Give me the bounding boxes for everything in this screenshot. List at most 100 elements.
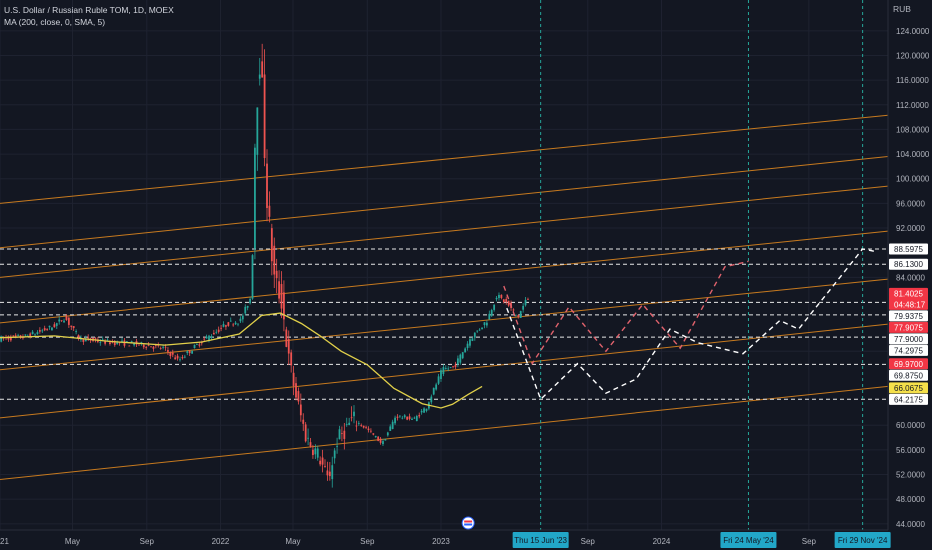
price-badge[interactable] (889, 358, 928, 370)
candle-body (159, 348, 162, 349)
candle-body (464, 348, 467, 353)
candle-body (254, 147, 256, 249)
event-icon-stripe (464, 520, 473, 523)
candle-body (198, 344, 201, 346)
price-badge[interactable] (889, 333, 928, 345)
price-badge[interactable] (889, 243, 928, 255)
date-marker-tag[interactable] (512, 532, 569, 548)
time-axis[interactable]: 2021 May Sep 2022 May Sep 2023 Sep 2024 Sep Thu 15… (0, 529, 932, 550)
candle-body (154, 345, 157, 346)
candle-body (466, 343, 469, 349)
price-tick-label: 84.0000 (896, 273, 925, 282)
candle-body (251, 255, 254, 299)
price-badge[interactable] (889, 258, 928, 270)
price-tick-label: 60.0000 (896, 421, 925, 430)
projection-white-path[interactable] (506, 248, 876, 401)
price-badge-label: 81.4025 (894, 289, 923, 298)
price-axis[interactable]: 124.0000 120.0000 116.0000 112.0000 108.0000… (887, 0, 932, 550)
candle-body (360, 425, 363, 426)
channel-line[interactable] (0, 278, 889, 371)
date-marker-tag[interactable] (834, 532, 891, 548)
candle-body (266, 163, 268, 209)
candle-body (507, 300, 510, 306)
candle-body (275, 270, 278, 279)
price-badge-label: 77.9000 (894, 335, 923, 344)
candle-body (297, 391, 300, 402)
channel-line[interactable] (0, 114, 889, 204)
candle-body (338, 429, 341, 440)
date-marker-label: Thu 15 Jun '23 (514, 536, 567, 545)
candle-body (31, 331, 34, 335)
price-badge[interactable] (889, 382, 928, 394)
price-badge[interactable] (889, 344, 928, 356)
candle-body (285, 329, 288, 347)
candle-body (365, 426, 367, 428)
price-badge[interactable] (889, 369, 928, 381)
candle-body (215, 331, 218, 333)
price-badge-label: 77.9075 (894, 323, 923, 332)
candle-body (246, 305, 249, 308)
time-tick-label: Sep (802, 537, 817, 546)
candle-body (295, 383, 297, 398)
price-tick-label: 116.0000 (896, 76, 929, 85)
candle-body (473, 332, 476, 338)
candle-body (268, 205, 271, 217)
price-badge-label: 69.8750 (894, 371, 923, 380)
candles (0, 43, 529, 488)
channel-line[interactable] (0, 385, 889, 480)
symbol-title[interactable]: U.S. Dollar / Russian Ruble TOM, 1D, MOE… (4, 5, 174, 15)
ma-line[interactable] (0, 312, 483, 409)
candle-body (234, 322, 237, 325)
channel-line[interactable] (0, 156, 889, 249)
chart-legend: U.S. Dollar / Russian Ruble TOM, 1D, MOE… (4, 4, 174, 28)
candle-body (263, 74, 266, 159)
currency-label: RUB (893, 4, 911, 14)
price-badge[interactable] (889, 287, 928, 310)
price-tick-label: 104.0000 (896, 150, 930, 159)
candle-body (319, 460, 322, 465)
candle-body (370, 430, 372, 432)
time-tick-label: 2022 (212, 537, 230, 546)
candle-body (60, 320, 63, 322)
candle-body (46, 329, 49, 331)
event-flag-icon[interactable] (461, 516, 475, 530)
candle-body (237, 323, 239, 325)
candle-body (123, 340, 126, 346)
price-badge[interactable] (889, 310, 928, 322)
candle-body (423, 408, 425, 413)
candle-body (498, 294, 500, 299)
candle-body (442, 367, 445, 374)
candle-body (128, 345, 131, 347)
candle-body (273, 245, 276, 275)
channel-line[interactable] (0, 185, 889, 278)
candle-body (469, 339, 471, 346)
candle-body (65, 316, 68, 321)
candle-body (357, 422, 360, 424)
time-tick-label: Sep (360, 537, 375, 546)
time-tick-label: Sep (140, 537, 155, 546)
candle-body (307, 437, 309, 439)
candle-body (353, 411, 355, 417)
candle-body (116, 341, 119, 345)
candle-body (382, 441, 384, 445)
price-badge[interactable] (889, 321, 928, 333)
candle-body (406, 416, 409, 420)
candle-body (210, 336, 213, 338)
candle-body (432, 387, 435, 395)
candle-body (326, 470, 329, 476)
candle-body (72, 326, 75, 328)
candle-body (386, 432, 389, 436)
candle-body (336, 446, 338, 448)
candle-body (138, 344, 140, 346)
projection-red-path[interactable] (503, 260, 749, 366)
candle-body (12, 335, 15, 337)
candle-body (425, 408, 428, 411)
indicator-label[interactable]: MA (200, close, 0, SMA, 5) (4, 17, 106, 27)
event-icon-stripe (464, 523, 473, 526)
candle-body (444, 368, 447, 370)
channel-line[interactable] (0, 230, 889, 324)
price-badge[interactable] (889, 393, 928, 405)
date-marker-tag[interactable] (720, 532, 777, 548)
candle-body (171, 352, 174, 355)
